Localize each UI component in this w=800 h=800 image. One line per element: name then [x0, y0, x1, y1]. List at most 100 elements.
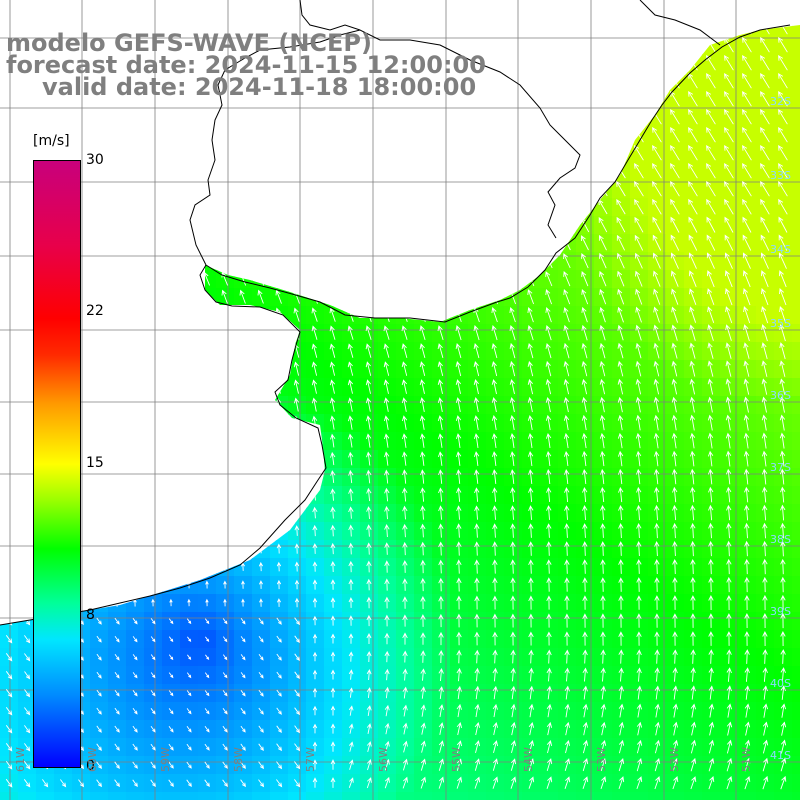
- wind-speed-cell: [792, 522, 800, 541]
- wind-arrow: [402, 505, 408, 520]
- wind-arrow: [312, 633, 318, 644]
- wind-arrow: [582, 559, 588, 574]
- wind-arrow: [617, 378, 624, 395]
- wind-arrow: [276, 653, 282, 661]
- wind-speed-cell: [558, 522, 577, 541]
- wind-speed-cell: [540, 630, 559, 649]
- wind-speed-cell: [306, 756, 325, 775]
- wind-arrow: [258, 689, 264, 697]
- wind-arrow: [5, 653, 13, 662]
- wind-arrow: [778, 144, 788, 161]
- wind-arrow: [635, 450, 642, 467]
- wind-speed-cell: [414, 630, 433, 649]
- wind-speed-cell: [720, 612, 739, 631]
- wind-arrow: [726, 613, 732, 628]
- wind-speed-cell: [666, 666, 685, 685]
- wind-arrow: [474, 703, 480, 718]
- wind-arrow: [546, 740, 553, 754]
- wind-arrow: [204, 743, 210, 751]
- wind-arrow: [780, 685, 786, 700]
- wind-speed-cell: [504, 792, 523, 800]
- wind-speed-cell: [576, 630, 595, 649]
- wind-speed-cell: [396, 612, 415, 631]
- wind-arrow: [294, 525, 300, 536]
- wind-arrow: [670, 198, 680, 215]
- wind-arrow: [742, 252, 751, 269]
- wind-arrow: [725, 306, 733, 324]
- wind-speed-cell: [774, 558, 793, 577]
- wind-speed-cell: [378, 774, 397, 793]
- wind-arrow: [688, 252, 697, 269]
- wind-speed-cell: [234, 594, 253, 613]
- wind-arrow: [528, 559, 534, 574]
- wind-speed-cell: [486, 612, 505, 631]
- wind-arrow: [743, 288, 751, 306]
- wind-speed-cell: [792, 630, 800, 649]
- wind-arrow: [564, 469, 570, 485]
- wind-arrow: [204, 779, 210, 788]
- wind-arrow: [114, 761, 120, 770]
- wind-arrow: [456, 523, 462, 538]
- wind-arrow: [348, 759, 354, 770]
- wind-speed-cell: [648, 558, 667, 577]
- wind-arrow: [473, 415, 480, 430]
- wind-speed-cell: [792, 594, 800, 613]
- wind-arrow: [636, 685, 642, 700]
- wind-arrow: [437, 451, 444, 466]
- wind-speed-cell: [36, 792, 55, 800]
- wind-arrow: [348, 705, 354, 716]
- wind-arrow: [670, 234, 680, 251]
- wind-arrow: [384, 632, 390, 645]
- lat-label: 41S: [770, 749, 791, 762]
- wind-arrow: [258, 653, 264, 661]
- wind-arrow: [706, 162, 716, 179]
- wind-arrow: [474, 776, 481, 789]
- wind-speed-cell: [378, 540, 397, 559]
- wind-arrow: [617, 450, 624, 467]
- wind-arrow: [654, 703, 661, 718]
- wind-arrow: [564, 523, 570, 538]
- wind-arrow: [618, 559, 624, 574]
- wind-arrow: [78, 779, 85, 788]
- wind-arrow: [726, 486, 732, 503]
- wind-arrow: [581, 288, 589, 305]
- wind-speed-cell: [414, 792, 433, 800]
- wind-speed-cell: [486, 540, 505, 559]
- wind-arrow: [509, 307, 516, 323]
- wind-arrow: [744, 540, 750, 557]
- wind-arrow: [545, 451, 552, 467]
- wind-arrow: [222, 672, 228, 679]
- wind-speed-cell: [666, 792, 685, 800]
- wind-arrow: [150, 618, 156, 625]
- wind-arrow: [96, 761, 102, 769]
- wind-speed-cell: [486, 774, 505, 793]
- wind-arrow: [528, 469, 534, 484]
- wind-speed-cell: [666, 720, 685, 739]
- wind-arrow: [546, 559, 552, 574]
- wind-speed-cell: [576, 522, 595, 541]
- wind-speed-cell: [342, 504, 361, 523]
- wind-arrow: [420, 650, 426, 663]
- wind-speed-cell: [252, 792, 271, 800]
- wind-arrow: [456, 487, 462, 502]
- wind-arrow: [24, 689, 31, 698]
- wind-arrow: [205, 580, 209, 589]
- wind-arrow: [401, 343, 408, 359]
- wind-arrow: [688, 126, 698, 143]
- wind-arrow: [724, 72, 734, 89]
- wind-speed-cell: [342, 666, 361, 685]
- wind-speed-cell: [522, 486, 541, 505]
- wind-arrow: [654, 649, 660, 664]
- wind-arrow: [132, 761, 138, 769]
- wind-speed-cell: [324, 594, 343, 613]
- wind-speed-cell: [378, 666, 397, 685]
- wind-arrow: [420, 722, 426, 735]
- wind-arrow: [366, 705, 372, 716]
- wind-arrow: [330, 542, 336, 555]
- wind-arrow: [744, 595, 750, 611]
- wind-arrow: [726, 504, 732, 521]
- wind-arrow: [690, 649, 696, 664]
- wind-arrow: [779, 432, 786, 449]
- wind-arrow: [438, 487, 444, 502]
- wind-arrow: [545, 396, 552, 413]
